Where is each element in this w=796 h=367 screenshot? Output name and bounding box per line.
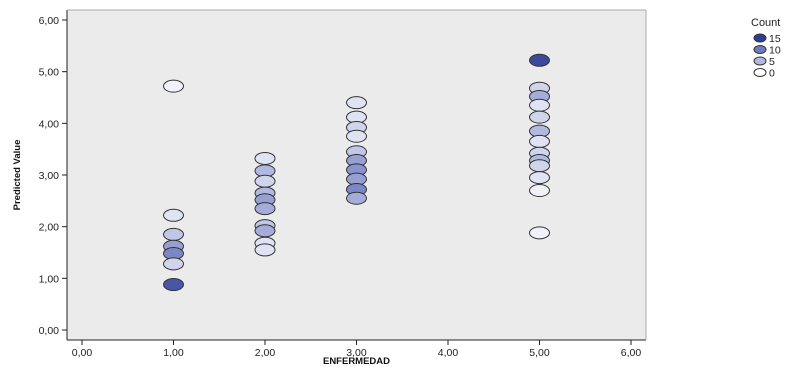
x-tick-label: 2,00 [255, 347, 276, 359]
legend-title: Count [751, 17, 780, 29]
data-points [163, 53, 550, 292]
x-tick-label: 4,00 [438, 347, 459, 359]
data-point [529, 159, 550, 173]
legend-swatch [753, 45, 767, 54]
legend-label: 10 [769, 45, 781, 57]
y-tick-label: 6,00 [39, 15, 60, 27]
data-point [254, 202, 276, 216]
y-axis-title: Predicted Value [12, 140, 23, 211]
y-tick-label: 5,00 [39, 67, 60, 79]
legend-label: 15 [769, 33, 781, 45]
data-point [163, 227, 184, 241]
legend-swatch [753, 68, 767, 77]
data-point [163, 208, 184, 222]
data-point [163, 257, 184, 271]
data-point [163, 79, 184, 93]
tick-labels: 0,00 1,00 2,00 3,00 4,00 5,00 6,00 0,00 1,00 2,00… [39, 15, 642, 359]
data-point [254, 151, 276, 165]
data-point [346, 96, 367, 110]
legend-swatch [753, 33, 767, 43]
y-tick-label: 1,00 [39, 273, 60, 285]
legend-label: 0 [769, 68, 775, 80]
data-point [163, 278, 184, 292]
data-point [254, 243, 276, 257]
x-tick-label: 3,00 [346, 347, 367, 359]
legend-swatch [753, 56, 767, 66]
data-point [529, 98, 550, 112]
y-tick-label: 4,00 [39, 118, 60, 130]
data-point [529, 171, 550, 185]
data-point [254, 174, 276, 188]
x-tick-label: 1,00 [163, 347, 184, 359]
data-point [529, 184, 550, 197]
y-tick-label: 3,00 [39, 170, 60, 182]
data-point [529, 226, 550, 240]
data-point [346, 129, 367, 143]
y-tick-label: 2,00 [39, 222, 60, 234]
data-point [346, 191, 367, 205]
y-tick-label: 0,00 [39, 325, 60, 337]
x-tick-label: 0,00 [72, 347, 93, 359]
data-point [254, 224, 276, 238]
x-tick-label: 6,00 [621, 347, 642, 359]
x-tick-label: 5,00 [529, 347, 550, 359]
legend-label: 5 [769, 56, 775, 68]
data-point [529, 110, 550, 124]
data-point [529, 53, 550, 67]
x-axis-title: ENFERMEDAD [323, 356, 390, 367]
data-point [529, 134, 550, 148]
